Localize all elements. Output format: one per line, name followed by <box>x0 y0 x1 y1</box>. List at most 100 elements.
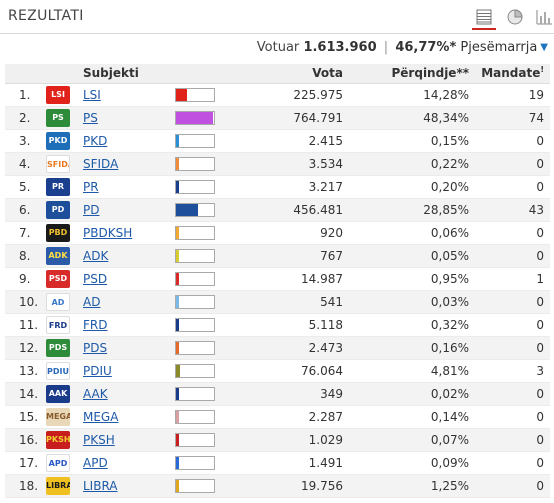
table-header-row: Subjekti Vota Përqindje** Mandate! <box>5 64 550 84</box>
mandates-cell: 0 <box>475 405 550 429</box>
row-rank: 13. <box>5 359 39 383</box>
party-logo-icon: APD <box>46 453 70 472</box>
share-bar-fill <box>176 318 179 331</box>
share-bar-cell <box>169 244 241 268</box>
party-name-link[interactable]: FRD <box>83 317 108 332</box>
party-logo: PD <box>39 198 77 222</box>
percent-cell: 0,03% <box>349 290 475 314</box>
party-logo-icon: AD <box>46 292 70 311</box>
participation-label: Pjesëmarrja <box>460 40 538 55</box>
party-name-link[interactable]: AD <box>83 294 101 309</box>
party-name-cell: PKD <box>77 129 169 153</box>
party-name-link[interactable]: PR <box>83 179 99 194</box>
party-logo-icon: FRD <box>46 315 70 334</box>
percent-cell: 0,14% <box>349 405 475 429</box>
mandates-header[interactable]: Mandate! <box>475 64 550 84</box>
share-bar-cell <box>169 336 241 360</box>
participation-toggle[interactable]: Pjesëmarrja ▼ <box>460 40 548 55</box>
party-name-link[interactable]: PSD <box>83 271 108 286</box>
percent-cell: 0,05% <box>349 244 475 268</box>
party-logo: PBD <box>39 221 77 245</box>
party-name-link[interactable]: LSI <box>83 87 101 102</box>
party-name-link[interactable]: PKSH <box>83 432 115 447</box>
subject-header[interactable]: Subjekti <box>77 64 169 84</box>
votes-cell: 225.975 <box>241 83 349 107</box>
share-bar <box>175 340 215 355</box>
share-bar <box>175 386 215 401</box>
party-logo: APD <box>39 451 77 475</box>
row-rank: 12. <box>5 336 39 360</box>
mandates-cell: 0 <box>475 382 550 406</box>
party-name-link[interactable]: PBDKSH <box>83 225 133 240</box>
percent-cell: 0,20% <box>349 175 475 199</box>
party-logo: PSD <box>39 267 77 291</box>
votes-cell: 1.029 <box>241 428 349 452</box>
votes-cell: 19.756 <box>241 474 349 498</box>
party-name-link[interactable]: PDS <box>83 340 108 355</box>
share-bar-cell <box>169 106 241 130</box>
party-logo-icon: MEGA <box>46 407 70 426</box>
party-name-link[interactable]: ADK <box>83 248 109 263</box>
mandates-cell: 74 <box>475 106 550 130</box>
table-row: 1. LSI LSI 225.975 14,28% 19 <box>5 83 550 107</box>
share-bar-fill <box>176 134 179 147</box>
share-bar-cell <box>169 405 241 429</box>
table-row: 8. ADK ADK 767 0,05% 0 <box>5 244 550 268</box>
party-name-cell: ADK <box>77 244 169 268</box>
party-name-link[interactable]: LIBRA <box>83 478 118 493</box>
votes-cell: 14.987 <box>241 267 349 291</box>
table-row: 13. PDIU PDIU 76.064 4,81% 3 <box>5 359 550 383</box>
pie-view-button[interactable] <box>503 6 527 30</box>
share-bar-fill <box>176 88 187 101</box>
party-logo: SFIDA! <box>39 152 77 176</box>
party-name-link[interactable]: APD <box>83 455 108 470</box>
party-name-link[interactable]: PD <box>83 202 100 217</box>
party-name-link[interactable]: AAK <box>83 386 108 401</box>
row-rank: 11. <box>5 313 39 337</box>
turnout-percent: 46,77%* <box>395 40 457 55</box>
row-rank: 2. <box>5 106 39 130</box>
table-row: 2. PS PS 764.791 48,34% 74 <box>5 106 550 130</box>
table-view-button[interactable] <box>472 6 496 30</box>
results-body: 1. LSI LSI 225.975 14,28% 19 2. PS PS 764.791 48,3… <box>5 83 550 498</box>
votes-cell: 3.534 <box>241 152 349 176</box>
party-logo-icon: PD <box>46 200 70 219</box>
votes-header[interactable]: Vota <box>241 64 349 84</box>
votes-cell: 764.791 <box>241 106 349 130</box>
party-name-link[interactable]: PDIU <box>83 363 112 378</box>
share-bar <box>175 409 215 424</box>
votes-cell: 76.064 <box>241 359 349 383</box>
party-name-link[interactable]: PS <box>83 110 98 125</box>
party-name-link[interactable]: PKD <box>83 133 108 148</box>
party-logo-icon: PR <box>46 177 70 196</box>
bar-view-button[interactable] <box>532 6 554 30</box>
row-rank: 16. <box>5 428 39 452</box>
percent-cell: 0,07% <box>349 428 475 452</box>
percent-header[interactable]: Përqindje** <box>349 64 475 84</box>
voted-count: 1.613.960 <box>303 40 377 55</box>
table-row: 14. AAK AAK 349 0,02% 0 <box>5 382 550 406</box>
row-rank: 4. <box>5 152 39 176</box>
party-logo-icon: ADK <box>46 246 70 265</box>
share-bar-cell <box>169 428 241 452</box>
share-bar <box>175 432 215 447</box>
party-name-cell: PSD <box>77 267 169 291</box>
table-row: 6. PD PD 456.481 28,85% 43 <box>5 198 550 222</box>
mandates-cell: 19 <box>475 83 550 107</box>
share-bar-cell <box>169 474 241 498</box>
share-bar <box>175 271 215 286</box>
party-logo: PKD <box>39 129 77 153</box>
table-row: 17. APD APD 1.491 0,09% 0 <box>5 451 550 475</box>
mandates-cell: 0 <box>475 129 550 153</box>
party-name-link[interactable]: MEGA <box>83 409 119 424</box>
share-bar-fill <box>176 180 179 193</box>
mandates-cell: 0 <box>475 313 550 337</box>
party-logo-icon: AAK <box>46 384 70 403</box>
party-name-cell: PS <box>77 106 169 130</box>
share-bar-cell <box>169 313 241 337</box>
table-row: 15. MEGA MEGA 2.287 0,14% 0 <box>5 405 550 429</box>
votes-cell: 349 <box>241 382 349 406</box>
party-name-link[interactable]: SFIDA <box>83 156 119 171</box>
percent-cell: 0,02% <box>349 382 475 406</box>
party-logo-icon: LIBRA <box>46 476 70 495</box>
